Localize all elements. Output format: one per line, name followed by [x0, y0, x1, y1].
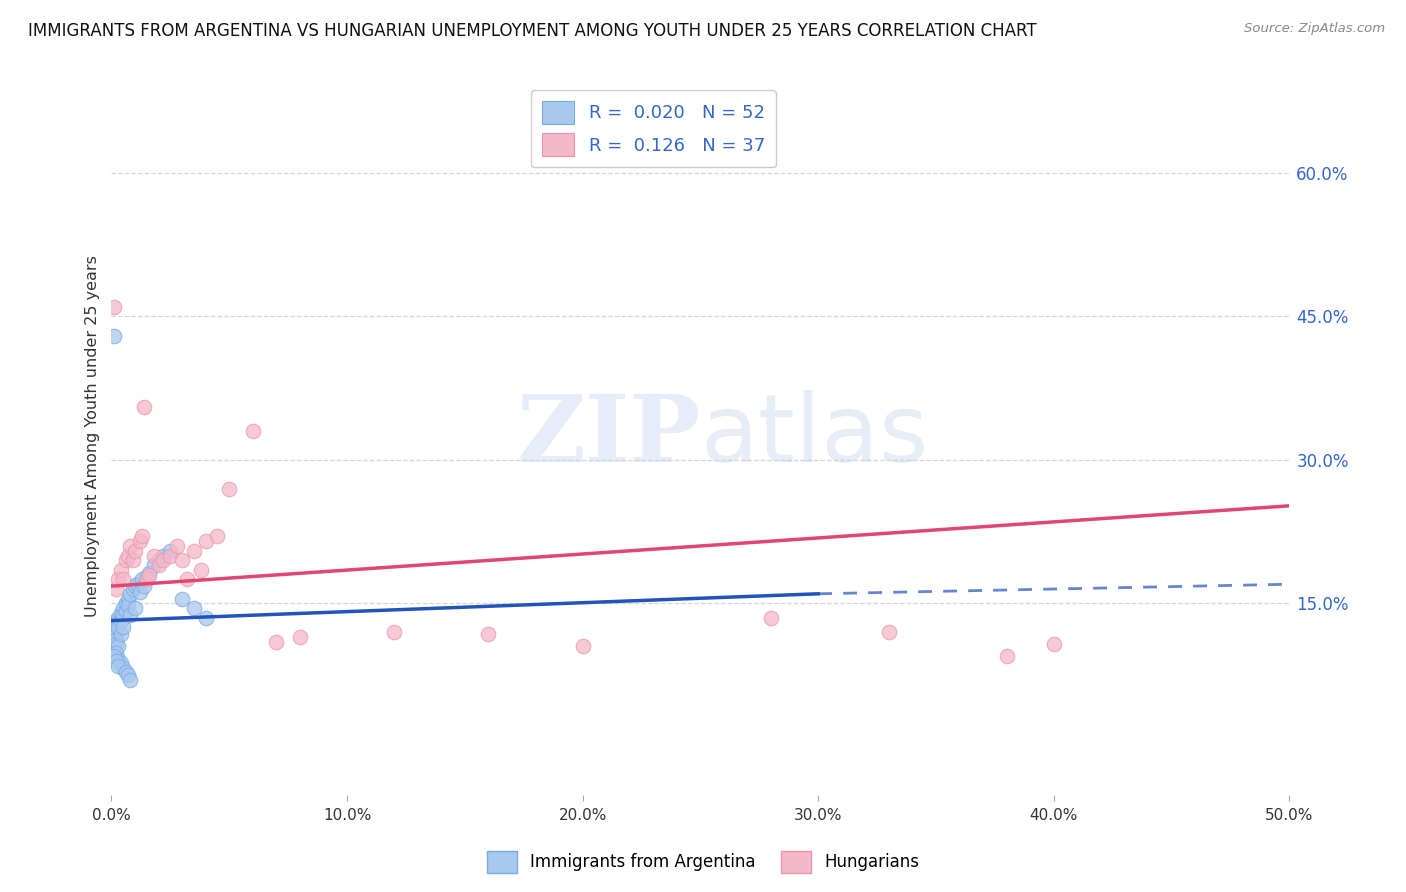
Point: [134, 579, 156, 593]
Point: [148, 553, 170, 567]
Point: [128, 534, 150, 549]
Point: [159, 543, 181, 558]
Point: [105, 654, 128, 668]
Point: [242, 424, 264, 438]
Text: Source: ZipAtlas.com: Source: ZipAtlas.com: [1244, 22, 1385, 36]
Point: [107, 658, 129, 673]
Point: [995, 648, 1018, 663]
Point: [110, 627, 132, 641]
Point: [124, 579, 146, 593]
Point: [142, 558, 165, 573]
Point: [124, 543, 146, 558]
Point: [120, 673, 142, 687]
Point: [183, 543, 205, 558]
Point: [135, 573, 157, 587]
Point: [120, 539, 142, 553]
Legend: Immigrants from Argentina, Hungarians: Immigrants from Argentina, Hungarians: [481, 845, 925, 880]
Point: [176, 573, 198, 587]
Point: [127, 577, 149, 591]
Y-axis label: Unemployment Among Youth under 25 years: Unemployment Among Youth under 25 years: [86, 255, 100, 617]
Point: [117, 591, 139, 606]
Point: [117, 599, 139, 613]
Point: [112, 607, 135, 622]
Point: [105, 617, 128, 632]
Point: [112, 661, 135, 675]
Point: [112, 601, 135, 615]
Legend: R =  0.020   N = 52, R =  0.126   N = 37: R = 0.020 N = 52, R = 0.126 N = 37: [531, 90, 776, 167]
Point: [148, 558, 170, 573]
Point: [117, 668, 139, 682]
Text: ZIP: ZIP: [516, 391, 700, 481]
Point: [103, 328, 125, 343]
Point: [138, 567, 160, 582]
Point: [112, 573, 135, 587]
Point: [114, 604, 136, 618]
Point: [107, 652, 129, 666]
Point: [121, 553, 143, 567]
Text: IMMIGRANTS FROM ARGENTINA VS HUNGARIAN UNEMPLOYMENT AMONG YOUTH UNDER 25 YEARS C: IMMIGRANTS FROM ARGENTINA VS HUNGARIAN U…: [28, 22, 1036, 40]
Point: [114, 553, 136, 567]
Point: [172, 591, 194, 606]
Point: [107, 615, 129, 630]
Point: [194, 610, 217, 624]
Point: [112, 620, 135, 634]
Point: [138, 566, 160, 580]
Point: [266, 634, 288, 648]
Point: [103, 630, 125, 644]
Point: [877, 625, 900, 640]
Point: [110, 563, 132, 577]
Point: [759, 610, 782, 624]
Point: [131, 529, 153, 543]
Point: [152, 553, 174, 567]
Point: [107, 573, 129, 587]
Point: [103, 648, 125, 663]
Point: [128, 585, 150, 599]
Point: [131, 573, 153, 587]
Point: [105, 582, 128, 596]
Point: [121, 582, 143, 596]
Point: [134, 401, 156, 415]
Point: [105, 636, 128, 650]
Point: [135, 569, 157, 583]
Point: [207, 529, 229, 543]
Point: [105, 627, 128, 641]
Point: [107, 640, 129, 654]
Point: [183, 601, 205, 615]
Point: [120, 607, 142, 622]
Point: [107, 610, 129, 624]
Point: [103, 625, 125, 640]
Point: [117, 549, 139, 563]
Point: [124, 601, 146, 615]
Point: [105, 632, 128, 647]
Point: [142, 549, 165, 563]
Point: [105, 646, 128, 660]
Point: [114, 665, 136, 680]
Point: [571, 640, 593, 654]
Point: [152, 549, 174, 563]
Point: [194, 534, 217, 549]
Point: [288, 630, 311, 644]
Point: [110, 656, 132, 670]
Point: [110, 606, 132, 620]
Point: [110, 614, 132, 628]
Point: [190, 563, 212, 577]
Point: [105, 623, 128, 637]
Point: [1042, 636, 1064, 650]
Text: atlas: atlas: [700, 390, 928, 482]
Point: [103, 620, 125, 634]
Point: [159, 549, 181, 563]
Point: [382, 625, 405, 640]
Point: [114, 596, 136, 610]
Point: [107, 620, 129, 634]
Point: [218, 482, 240, 496]
Point: [166, 539, 188, 553]
Point: [120, 587, 142, 601]
Point: [477, 627, 499, 641]
Point: [172, 553, 194, 567]
Point: [103, 615, 125, 630]
Point: [103, 300, 125, 314]
